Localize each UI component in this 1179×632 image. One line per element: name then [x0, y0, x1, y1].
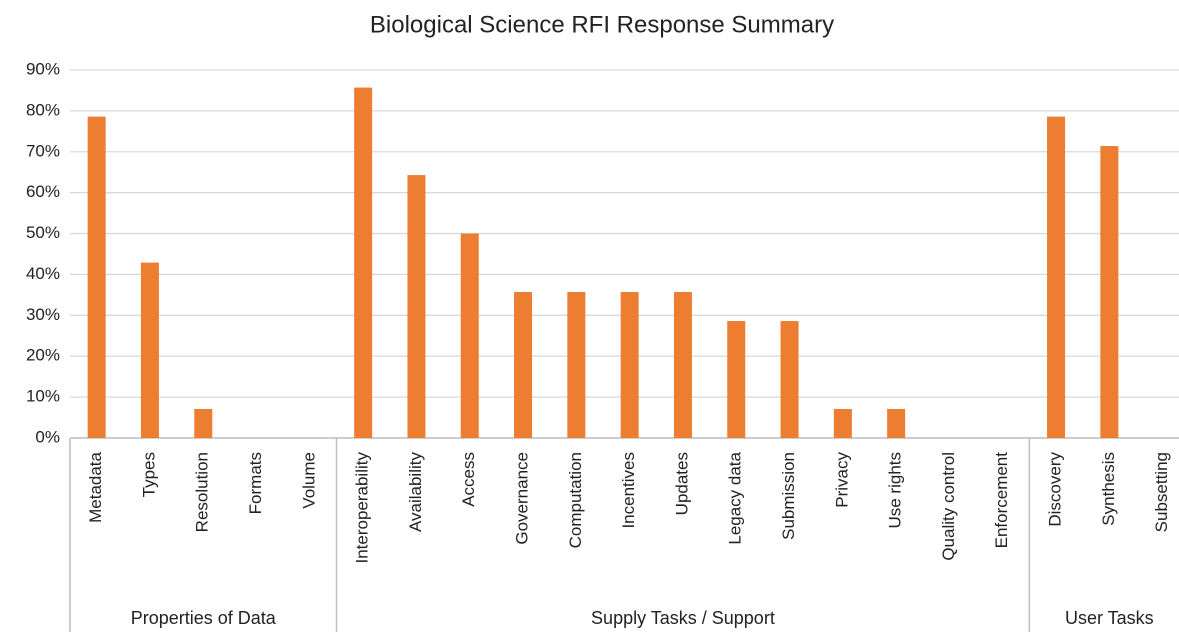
x-tick-label: Privacy [832, 452, 851, 508]
x-tick-label: Submission [779, 452, 798, 540]
y-tick-label: 70% [26, 141, 60, 160]
bar [887, 408, 906, 438]
y-tick-label: 0% [35, 427, 60, 446]
y-tick-label: 20% [26, 346, 60, 365]
group-label: User Tasks [1065, 608, 1154, 628]
bar [194, 408, 213, 438]
x-tick-label: Discovery [1046, 452, 1065, 527]
x-tick-label: Resolution [193, 452, 212, 532]
bar [727, 321, 746, 438]
bar [140, 262, 159, 438]
bar [673, 292, 692, 438]
x-tick-label: Enforcement [992, 452, 1011, 549]
x-tick-label: Legacy data [726, 451, 745, 544]
group-label: Properties of Data [131, 608, 277, 628]
bar [620, 292, 639, 438]
y-tick-label: 40% [26, 264, 60, 283]
x-tick-label: Formats [246, 452, 265, 514]
y-tick-label: 30% [26, 305, 60, 324]
bar [514, 292, 533, 438]
y-tick-label: 90% [26, 59, 60, 78]
bar [407, 175, 426, 438]
bar [87, 116, 106, 438]
x-tick-label: Volume [299, 452, 318, 509]
x-tick-label: Access [459, 452, 478, 507]
chart-title: Biological Science RFI Response Summary [370, 11, 834, 38]
bar [354, 87, 373, 439]
bar [567, 292, 586, 438]
y-tick-label: 50% [26, 223, 60, 242]
bar [1100, 146, 1119, 438]
y-tick-label: 10% [26, 387, 60, 406]
bar [833, 408, 852, 438]
x-tick-label: Interoperability [353, 452, 372, 564]
y-tick-label: 80% [26, 100, 60, 119]
x-tick-label: Metadata [86, 451, 105, 522]
y-tick-label: 60% [26, 182, 60, 201]
x-tick-label: Synthesis [1099, 452, 1118, 526]
x-tick-label: Availability [406, 452, 425, 533]
x-tick-label: Quality control [939, 452, 958, 561]
x-tick-label: Updates [672, 452, 691, 515]
bar [780, 321, 799, 438]
x-tick-label: Computation [566, 452, 585, 548]
bar [1047, 116, 1066, 438]
bar [460, 233, 479, 438]
x-tick-label: Subsetting [1152, 452, 1171, 532]
x-tick-label: Incentives [619, 452, 638, 529]
x-tick-label: Types [139, 452, 158, 497]
x-tick-label: Use rights [886, 452, 905, 529]
group-label: Supply Tasks / Support [591, 608, 775, 628]
x-tick-label: Governance [513, 452, 532, 545]
